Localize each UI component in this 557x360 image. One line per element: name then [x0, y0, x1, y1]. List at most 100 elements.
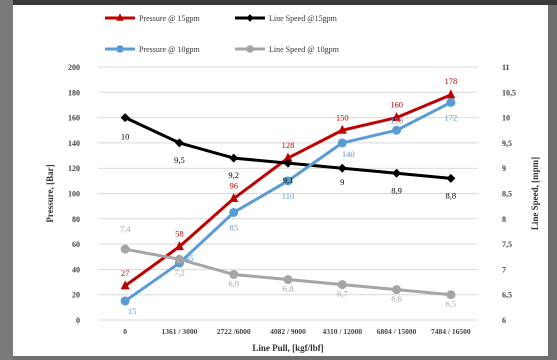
data-label: 8,9: [391, 185, 402, 195]
y-left-tick-label: 60: [72, 240, 80, 249]
data-label: 150: [336, 112, 349, 122]
data-point: [283, 275, 293, 285]
data-point: [446, 290, 456, 300]
data-point: [120, 113, 130, 123]
data-point: [283, 158, 293, 168]
data-point: [337, 163, 347, 173]
y-right-tick-label: 8: [502, 215, 506, 224]
x-axis-title: Line Pull, [kgf/lbf]: [252, 343, 323, 353]
data-label: 128: [282, 140, 295, 150]
data-point: [120, 296, 130, 306]
data-label: 27: [121, 268, 129, 278]
data-point: [446, 97, 456, 107]
window-left-edge: [0, 0, 13, 360]
data-label: 6,8: [283, 284, 294, 294]
data-point: [392, 112, 402, 122]
y-axis-right-title: Line Speed, [mpm]: [530, 157, 540, 230]
gridlines: [98, 66, 478, 321]
y-right-tick-label: 7,5: [502, 240, 512, 249]
data-label: 178: [444, 76, 457, 86]
x-tick-label: 2722 /6000: [217, 327, 251, 336]
data-point: [337, 280, 347, 290]
data-label: 8,8: [446, 190, 457, 200]
data-point: [392, 168, 402, 178]
data-label: 85: [229, 222, 238, 232]
data-labels: 27 58 96 128 150 160 178 10 9,5 9,2 9,1 9 8,9 8,8 15 45…: [120, 76, 457, 316]
data-label: 160: [390, 100, 403, 110]
y-right-tick-label: 10,5: [502, 88, 516, 97]
y-left-tick-label: 180: [68, 88, 80, 97]
data-point: [446, 173, 456, 183]
data-point: [229, 269, 239, 279]
data-point: [337, 124, 347, 134]
y-right-tick-label: 6: [502, 316, 506, 325]
y-right-tick-label: 11: [502, 63, 510, 72]
x-tick-label: 0: [123, 327, 127, 336]
y-right-tick-label: 7: [502, 265, 506, 274]
y-left-tick-label: 120: [68, 164, 80, 173]
line-chart: 02040608010012014016018020066,577,588,59…: [45, 13, 540, 353]
y-left-tick-label: 200: [68, 63, 80, 72]
window-top-edge: [0, 0, 557, 5]
legend: Pressure @ 15gpm Line Speed @15gpm Pressur…: [105, 13, 340, 54]
y-left-tick-label: 80: [72, 215, 80, 224]
data-point: [174, 138, 184, 148]
chart-card: 0 20 40 60 80 100 120 140 160 180 200 6 6,5 7 7,5 8 8,5 9…: [13, 5, 548, 356]
legend-label: Line Speed @ 10gpm: [269, 45, 340, 54]
data-label: 140: [342, 149, 355, 159]
y-right-tick-label: 10: [502, 114, 510, 123]
legend-label: Line Speed @15gpm: [269, 14, 338, 23]
data-point: [120, 244, 130, 254]
series-layer: [120, 89, 456, 306]
data-point: [283, 176, 293, 186]
data-label: 15: [128, 306, 136, 316]
data-label: 10: [121, 132, 129, 142]
y-left-tick-label: 140: [68, 139, 80, 148]
data-label: 9: [340, 177, 344, 187]
data-label: 6,5: [446, 299, 457, 309]
data-point: [229, 153, 239, 163]
data-label: 6,9: [228, 278, 239, 288]
x-tick-label: 6804 / 15000: [377, 327, 417, 336]
y-right-tick-label: 6,5: [502, 291, 512, 300]
y-right-tick-label: 9: [502, 164, 506, 173]
data-point: [337, 138, 347, 148]
data-label: 9,1: [283, 175, 294, 185]
data-label: 96: [229, 181, 238, 191]
legend-label: Pressure @ 10gpm: [139, 45, 200, 54]
data-point: [446, 89, 456, 99]
y-left-tick-label: 100: [68, 190, 80, 199]
data-point: [392, 285, 402, 295]
data-point: [116, 45, 124, 53]
y-left-tick-label: 40: [72, 265, 80, 274]
data-point: [116, 13, 124, 21]
data-label: 58: [175, 229, 184, 239]
data-point: [174, 241, 184, 251]
data-label: 172: [444, 112, 457, 122]
data-point: [246, 45, 254, 53]
data-point: [229, 207, 239, 217]
x-tick-label: 7484 / 16500: [431, 327, 471, 336]
data-label: 9,2: [228, 170, 239, 180]
x-tick-label: 1361 / 3000: [162, 327, 198, 336]
data-label: 45: [185, 253, 194, 263]
y-right-tick-label: 8,5: [502, 190, 512, 199]
y-right-tick-label: 9,5: [502, 139, 512, 148]
y-left-tick-label: 20: [72, 291, 80, 300]
data-label: 150: [390, 115, 403, 125]
data-point: [283, 152, 293, 162]
y-left-tick-label: 0: [76, 316, 80, 325]
data-label: 7,4: [120, 224, 131, 234]
data-label: 7,2: [174, 267, 185, 277]
data-point: [174, 254, 184, 264]
x-tick-label: 4082 / 9000: [270, 327, 306, 336]
data-point: [229, 193, 239, 203]
data-label: 6,6: [391, 294, 402, 304]
x-tick-label: 4310 / 12000: [322, 327, 362, 336]
legend-label: Pressure @ 15gpm: [139, 14, 200, 23]
data-point: [392, 125, 402, 135]
axis-ticks: 02040608010012014016018020066,577,588,59…: [68, 63, 516, 336]
y-axis-left-title: Pressure, [Bar]: [45, 164, 55, 222]
data-label: 110: [282, 191, 294, 201]
data-point: [120, 280, 130, 290]
